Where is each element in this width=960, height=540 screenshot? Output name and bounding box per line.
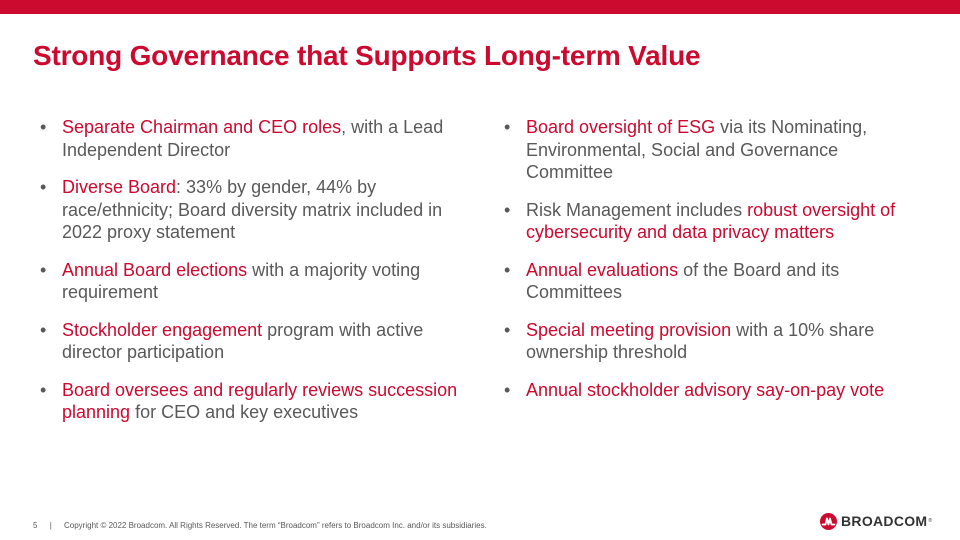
body-text: Risk Management includes: [526, 199, 748, 220]
slide-title: Strong Governance that Supports Long-ter…: [33, 40, 701, 71]
copyright-text: Copyright © 2022 Broadcom. All Rights Re…: [64, 521, 487, 530]
bullet-icon: •: [504, 319, 511, 340]
body-text: , with a Lead Independent Director: [62, 117, 444, 160]
broadcom-logo: BROADCOM ®: [820, 512, 932, 530]
list-item: • Stockholder engagement program with act…: [40, 319, 480, 364]
body-text: for CEO and key executives: [130, 402, 359, 422]
bullet-icon: •: [40, 379, 47, 400]
left-bullet-list: • Separate Chairman and CEO roles, with a…: [40, 116, 480, 439]
highlight-text: Annual stockholder advisory say-on-pay v…: [526, 379, 885, 400]
highlight-text: Board oversight of ESG: [526, 117, 716, 137]
body-text: with a majority voting requirement: [62, 259, 421, 303]
list-item: • Special meeting provision with a 10% sh…: [504, 319, 924, 364]
bullet-icon: •: [504, 117, 511, 137]
page-number: 5: [33, 521, 38, 530]
bullet-icon: •: [504, 379, 511, 400]
list-item: • Annual evaluations of the Board and its…: [504, 259, 924, 304]
highlight-text: Board oversees and regularly reviews suc…: [62, 379, 458, 423]
bullet-icon: •: [40, 259, 47, 280]
highlight-text: Special meeting provision: [526, 319, 732, 340]
list-item: • Board oversight of ESG via its Nominati…: [504, 116, 924, 184]
list-item: • Annual Board elections with a majority …: [40, 259, 480, 304]
body-text: program with active director participati…: [62, 319, 424, 363]
right-bullet-list: • Board oversight of ESG via its Nominati…: [504, 116, 924, 416]
bullet-icon: •: [40, 117, 47, 137]
list-item: • Risk Management includes robust oversig…: [504, 199, 924, 244]
list-item: • Diverse Board: 33% by gender, 44% by ra…: [40, 176, 480, 244]
footer: 5 | Copyright © 2022 Broadcom. All Right…: [33, 521, 497, 530]
body-text: : 33% by gender, 44% by race/ethnicity; …: [62, 177, 443, 242]
highlight-text: Separate Chairman and CEO roles: [62, 117, 342, 137]
logo-wordmark: BROADCOM: [841, 513, 928, 529]
list-item: • Annual stockholder advisory say-on-pay …: [504, 379, 924, 402]
trademark-symbol: ®: [928, 518, 933, 524]
body-text: of the Board and its Committees: [526, 259, 840, 303]
bullet-icon: •: [504, 259, 511, 280]
bullet-icon: •: [40, 319, 47, 340]
footer-separator: |: [49, 521, 52, 530]
highlight-text: Annual Board elections: [62, 259, 248, 280]
highlight-text: Diverse Board: [62, 177, 177, 197]
body-text: with a 10% share ownership threshold: [526, 319, 875, 363]
highlight-text: Annual evaluations: [526, 259, 679, 280]
top-accent-bar: [0, 0, 960, 14]
highlight-text: Stockholder engagement: [62, 319, 263, 340]
list-item: • Board oversees and regularly reviews su…: [40, 379, 480, 424]
broadcom-logo-icon: [820, 512, 837, 530]
bullet-icon: •: [504, 199, 511, 220]
highlight-text: robust oversight of cybersecurity and da…: [526, 199, 896, 243]
bullet-icon: •: [40, 177, 47, 197]
list-item: • Separate Chairman and CEO roles, with a…: [40, 116, 480, 161]
body-text: via its Nominating, Environmental, Socia…: [526, 117, 868, 182]
